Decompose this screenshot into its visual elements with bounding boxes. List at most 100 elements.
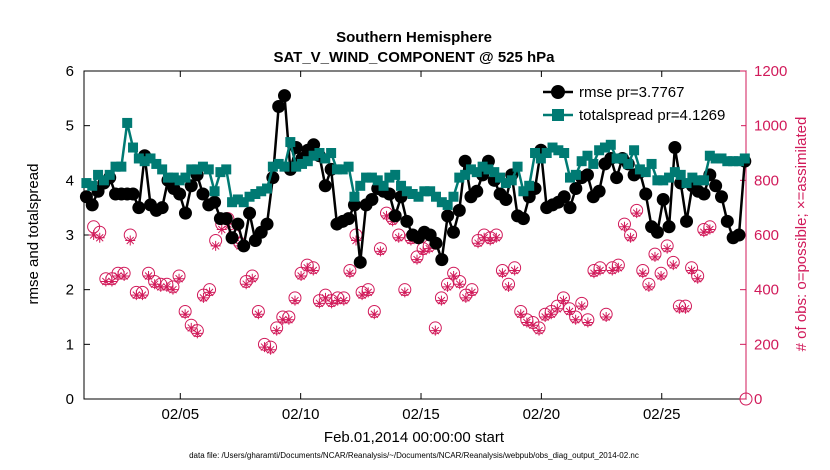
totalspread-marker xyxy=(500,178,511,189)
totalspread-marker xyxy=(512,161,523,172)
obs-assimilated-marker xyxy=(668,260,679,271)
obs-assimilated-marker xyxy=(473,238,484,249)
x-tick-label: 02/10 xyxy=(282,406,320,423)
totalspread-marker xyxy=(541,148,552,158)
obs-assimilated-marker xyxy=(198,292,209,303)
totalspread-marker xyxy=(296,158,307,169)
obs-assimilated-marker xyxy=(125,235,136,246)
rmse-marker xyxy=(499,192,513,206)
plot-area: 0 1 2 3 4 5 6 0 200 400 600 800 1000 1200 02/05 02/10 02… xyxy=(66,63,788,423)
obs-assimilated-marker xyxy=(442,281,453,292)
totalspread-marker xyxy=(460,169,471,180)
totalspread-marker xyxy=(588,158,599,169)
rmse-marker xyxy=(639,187,653,201)
rmse-marker xyxy=(260,217,274,231)
totalspread-marker xyxy=(570,169,581,180)
totalspread-marker xyxy=(81,178,92,189)
totalspread-marker xyxy=(565,172,576,183)
obs-assimilated-marker xyxy=(344,268,355,279)
totalspread-marker xyxy=(192,164,203,175)
totalspread-marker xyxy=(693,175,704,186)
totalspread-marker xyxy=(238,197,249,208)
totalspread-marker xyxy=(349,191,360,202)
obs-assimilated-marker xyxy=(619,221,630,232)
obs-assimilated-marker xyxy=(662,243,673,254)
totalspread-marker xyxy=(267,161,278,172)
rmse-marker xyxy=(580,168,594,182)
rmse-marker xyxy=(126,187,140,201)
obs-assimilated-marker xyxy=(509,265,520,276)
obs-assimilated-marker xyxy=(247,273,258,284)
totalspread-marker xyxy=(442,199,453,210)
totalspread-marker xyxy=(93,169,104,180)
totalspread-marker xyxy=(669,167,680,178)
rmse-marker xyxy=(452,203,466,217)
totalspread-marker xyxy=(151,158,162,169)
totalspread-marker xyxy=(430,191,441,202)
totalspread-marker xyxy=(116,161,127,172)
totalspread-marker xyxy=(262,183,273,194)
rmse-marker xyxy=(231,217,245,231)
y-tick-right-label: 1000 xyxy=(754,118,787,135)
totalspread-marker xyxy=(675,169,686,180)
rmse-marker xyxy=(243,206,257,220)
rmse-marker xyxy=(132,201,146,215)
rmse-marker xyxy=(173,187,187,201)
rmse-marker xyxy=(441,209,455,223)
obs-assimilated-marker xyxy=(515,309,526,320)
legend-spread-label: totalspread pr=4.1269 xyxy=(579,107,725,124)
totalspread-marker xyxy=(623,158,634,169)
obs-assimilated-marker xyxy=(430,325,441,336)
y-tick-left-label: 1 xyxy=(66,336,74,353)
obs-assimilated-marker xyxy=(588,268,599,279)
totalspread-marker xyxy=(133,153,144,164)
y-tick-right-label: 400 xyxy=(754,282,779,299)
rmse-marker xyxy=(668,141,682,155)
totalspread-marker xyxy=(285,137,296,148)
totalspread-marker xyxy=(139,156,150,167)
totalspread-marker xyxy=(227,197,238,208)
obs-assimilated-marker xyxy=(204,287,215,298)
obs-assimilated-marker xyxy=(350,235,361,246)
totalspread-marker xyxy=(652,175,663,186)
totalspread-marker xyxy=(157,164,168,175)
obs-assimilated-marker xyxy=(595,265,606,276)
rmse-marker xyxy=(714,190,728,204)
totalspread-marker xyxy=(611,153,622,164)
obs-assimilated-marker xyxy=(479,232,490,243)
rmse-marker xyxy=(353,255,367,269)
obs-assimilated-marker xyxy=(497,268,508,279)
obs-assimilated-marker xyxy=(466,287,477,298)
obs-possible-marker xyxy=(739,392,753,406)
totalspread-marker xyxy=(326,148,337,158)
totalspread-marker xyxy=(355,180,366,191)
x-axis-label: Feb.01,2014 00:00:00 start xyxy=(324,429,505,446)
obs-assimilated-marker xyxy=(192,328,203,339)
totalspread-marker xyxy=(122,117,133,128)
obs-assimilated-marker xyxy=(454,279,465,290)
obs-assimilated-marker xyxy=(216,224,227,235)
totalspread-marker xyxy=(518,186,529,197)
legend: rmse pr=3.7767 totalspread pr=4.1269 xyxy=(536,78,741,128)
totalspread-marker xyxy=(244,191,255,202)
totalspread-marker xyxy=(174,175,185,186)
obs-assimilated-marker xyxy=(643,281,654,292)
obs-assimilated-marker xyxy=(363,287,374,298)
totalspread-marker xyxy=(215,167,226,178)
rmse-marker xyxy=(237,239,251,253)
obs-assimilated-marker xyxy=(674,303,685,314)
obs-assimilated-marker xyxy=(540,312,551,322)
rmse-marker xyxy=(272,100,286,114)
y-tick-left-label: 6 xyxy=(66,63,74,80)
obs-assimilated-marker xyxy=(686,265,697,276)
totalspread-marker xyxy=(728,156,739,167)
obs-assimilated-marker xyxy=(137,290,148,301)
totalspread-marker xyxy=(232,194,243,205)
rmse-marker xyxy=(278,89,292,103)
rmse-marker xyxy=(680,214,694,228)
obs-assimilated-marker xyxy=(680,303,691,314)
obs-assimilated-marker xyxy=(601,312,612,322)
totalspread-marker xyxy=(704,150,715,161)
x-tick-label: 02/15 xyxy=(402,406,440,423)
y-axis-label-right: # of obs: o=possible; ×=assimilated xyxy=(793,117,810,352)
